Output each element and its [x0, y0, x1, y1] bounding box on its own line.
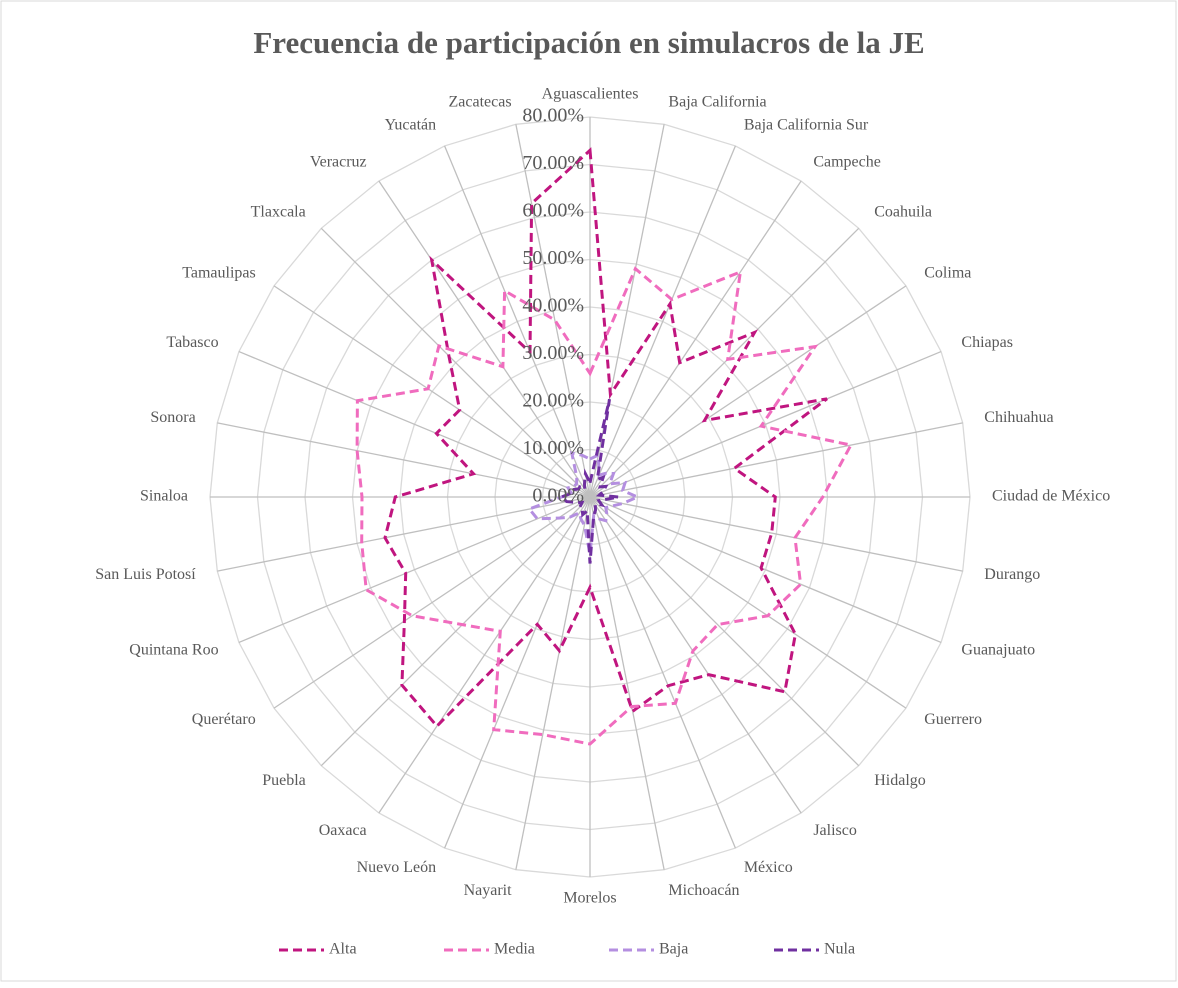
category-label: Campeche	[813, 153, 881, 170]
spoke	[443, 145, 591, 498]
spoke	[589, 496, 737, 849]
spoke	[273, 496, 591, 709]
category-label: Baja California Sur	[744, 116, 869, 133]
category-label: Colima	[924, 264, 971, 281]
category-label: Veracruz	[310, 153, 367, 170]
category-label: Ciudad de México	[992, 488, 1110, 505]
category-label: Hidalgo	[874, 772, 926, 789]
category-label: México	[744, 859, 793, 876]
spoke	[589, 285, 907, 498]
r-tick-label: 80.00%	[522, 105, 584, 127]
r-tick-label: 70.00%	[522, 152, 584, 174]
spoke	[217, 496, 591, 572]
category-label: Zacatecas	[449, 93, 512, 110]
spoke	[238, 496, 591, 644]
r-tick-label: 30.00%	[522, 342, 584, 364]
category-label: Michoacán	[668, 882, 739, 899]
series-line	[558, 398, 619, 564]
spoke	[515, 124, 591, 498]
spoke	[589, 350, 942, 498]
category-label: Yucatán	[385, 116, 437, 133]
category-label: Tamaulipas	[182, 264, 256, 281]
category-label: Coahuila	[874, 203, 932, 220]
spoke	[589, 422, 963, 498]
spoke	[217, 422, 591, 498]
spoke	[589, 496, 665, 870]
spoke	[515, 496, 591, 870]
spoke	[589, 180, 802, 498]
category-label: Jalisco	[813, 822, 857, 839]
legend-label: Media	[494, 941, 535, 958]
spoke	[589, 496, 860, 767]
category-label: Chiapas	[961, 334, 1013, 351]
r-tick-label: 0.00%	[532, 485, 584, 507]
spoke	[378, 496, 591, 814]
category-label: Guanajuato	[961, 642, 1035, 659]
legend-label: Alta	[329, 941, 357, 958]
spoke	[589, 496, 802, 814]
category-label: Nuevo León	[357, 859, 437, 876]
category-label: Durango	[984, 566, 1040, 583]
r-tick-label: 50.00%	[522, 247, 584, 269]
spoke	[589, 227, 860, 498]
category-label: Chihuahua	[984, 409, 1053, 426]
r-tick-label: 40.00%	[522, 295, 584, 317]
spoke	[589, 145, 737, 498]
category-label: Guerrero	[924, 711, 982, 728]
spoke	[320, 227, 591, 498]
category-label: Nayarit	[464, 882, 513, 899]
category-label: Sinaloa	[140, 488, 188, 505]
spoke	[320, 496, 591, 767]
r-tick-label: 10.00%	[522, 437, 584, 459]
category-label: San Luis Potosí	[95, 566, 196, 583]
spoke	[589, 496, 942, 644]
category-label: Baja California	[668, 93, 766, 110]
chart-title: Frecuencia de participación en simulacro…	[253, 25, 924, 60]
category-label: Oaxaca	[319, 822, 367, 839]
legend-label: Baja	[659, 941, 688, 958]
legend-label: Nula	[824, 941, 855, 958]
spoke	[238, 350, 591, 498]
category-label: Querétaro	[192, 711, 256, 728]
category-label: Puebla	[262, 772, 306, 789]
series-line	[355, 266, 854, 746]
category-label: Sonora	[150, 409, 195, 426]
spoke	[273, 285, 591, 498]
series-line	[526, 451, 642, 555]
spoke	[443, 496, 591, 849]
spoke	[378, 180, 591, 498]
r-tick-label: 60.00%	[522, 200, 584, 222]
category-label: Tabasco	[166, 334, 218, 351]
r-tick-label: 20.00%	[522, 390, 584, 412]
category-label: Quintana Roo	[129, 642, 218, 659]
spoke	[589, 496, 907, 709]
spoke	[589, 496, 963, 572]
category-label: Aguascalientes	[542, 86, 639, 103]
series-line	[383, 147, 828, 729]
category-label: Tlaxcala	[251, 203, 306, 220]
category-label: Morelos	[563, 890, 616, 907]
